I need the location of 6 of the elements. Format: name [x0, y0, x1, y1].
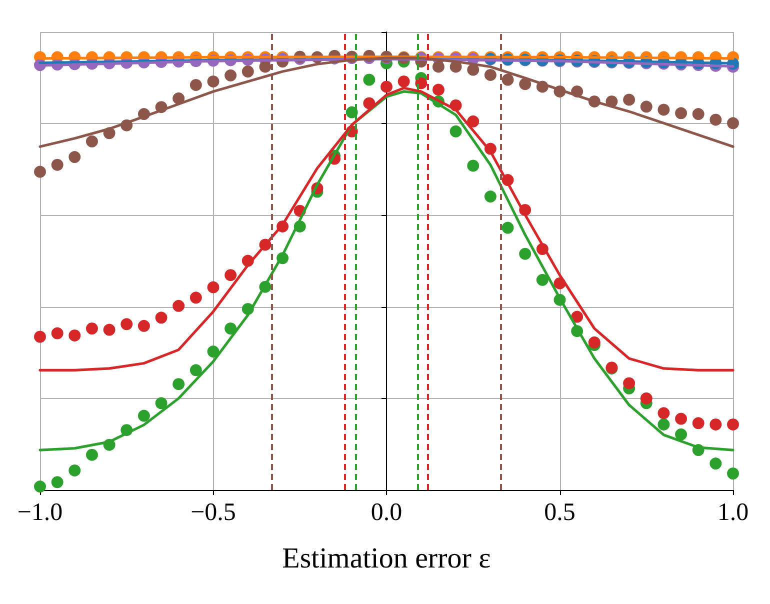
x-tick-label: 1.0: [717, 499, 749, 526]
x-tick-label: 0.0: [370, 499, 402, 526]
x-tick-label: −0.5: [190, 499, 236, 526]
x-tick-label: 0.5: [544, 499, 576, 526]
x-tick-label: −1.0: [17, 499, 63, 526]
x-axis-title: Estimation error ε: [282, 542, 491, 574]
